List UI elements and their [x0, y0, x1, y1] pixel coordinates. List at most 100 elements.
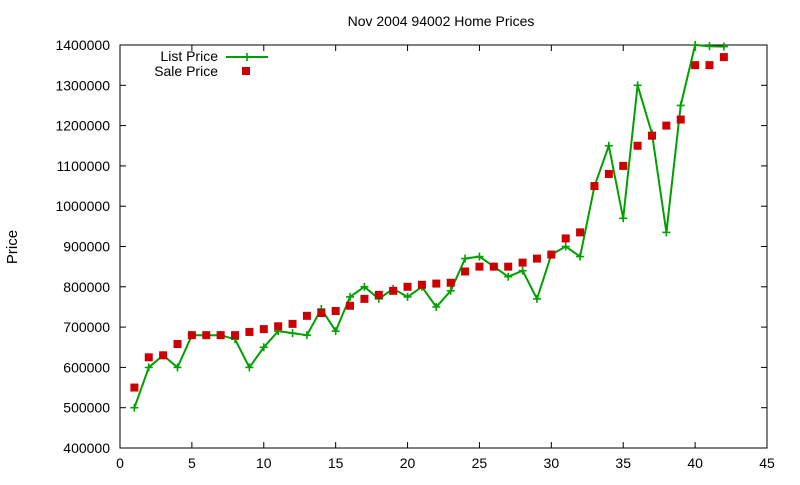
sale-price-point	[144, 353, 153, 362]
sale-price-point	[633, 141, 642, 150]
list-price-point	[130, 403, 139, 412]
sale-price-point	[719, 53, 728, 62]
sale-price-point	[360, 294, 369, 303]
sale-price-point	[489, 262, 498, 271]
list-price-point	[331, 327, 340, 336]
list-price-point	[259, 343, 268, 352]
legend: List Price Sale Price	[154, 48, 268, 79]
sale-price-point	[374, 290, 383, 299]
x-tick-label: 35	[615, 455, 631, 471]
sale-price-point	[173, 340, 182, 349]
sale-price-point	[461, 267, 470, 276]
x-tick-label: 0	[116, 455, 124, 471]
list-price-point	[446, 286, 455, 295]
list-price-point	[691, 41, 700, 49]
y-tick-label: 1400000	[55, 37, 110, 53]
sale-price-point	[432, 279, 441, 288]
sale-price-point	[561, 234, 570, 243]
sale-price-point	[547, 250, 556, 259]
sale-price-point	[259, 325, 268, 334]
sale-price-point	[187, 331, 196, 340]
list-price-point	[461, 254, 470, 263]
list-price-point	[475, 252, 484, 261]
y-tick-label: 1000000	[55, 198, 110, 214]
sale-price-point	[346, 301, 355, 310]
sale-price-point	[231, 331, 240, 340]
legend-marker-list-price	[243, 53, 251, 61]
sale-price-point	[604, 169, 613, 178]
sale-price-point	[691, 61, 700, 70]
list-price-line	[133, 43, 724, 409]
sale-price-point	[403, 282, 412, 291]
y-tick-label: 1300000	[55, 77, 110, 93]
sale-price-point	[647, 131, 656, 140]
sale-price-point	[662, 121, 671, 130]
sale-price-point	[389, 286, 398, 295]
sale-price-point	[676, 115, 685, 124]
list-price-point	[705, 42, 714, 51]
sale-price-point	[475, 262, 484, 271]
x-tick-label: 5	[188, 455, 196, 471]
y-tick-label: 600000	[63, 359, 110, 375]
list-price-point	[245, 363, 254, 372]
list-price-point	[432, 302, 441, 311]
list-price-point	[144, 363, 153, 372]
y-tick-label: 1200000	[55, 118, 110, 134]
list-price-point	[576, 252, 585, 261]
plot-frame	[119, 44, 768, 449]
list-price-point	[719, 42, 728, 51]
sale-price-point	[245, 327, 254, 336]
list-price-point	[676, 101, 685, 110]
list-price-point	[346, 292, 355, 301]
list-price-point	[633, 81, 642, 90]
x-tick-label: 25	[472, 455, 488, 471]
sale-price-point	[288, 319, 297, 328]
sale-price-point	[590, 182, 599, 191]
series-layer	[130, 41, 728, 412]
sale-price-point	[417, 280, 426, 289]
list-price-point	[561, 242, 570, 251]
sale-price-point	[302, 311, 311, 320]
sale-price-point	[446, 278, 455, 287]
sale-price-point	[317, 308, 326, 317]
list-price-point	[302, 331, 311, 340]
x-tick-label: 30	[544, 455, 560, 471]
sale-price-point	[331, 306, 340, 315]
x-tick-label: 20	[400, 455, 416, 471]
legend-label-sale-price: Sale Price	[154, 63, 218, 79]
list-price-point	[403, 292, 412, 301]
legend-marker-sale-price	[242, 67, 250, 75]
sale-price-point	[159, 351, 168, 360]
list-price-point	[288, 329, 297, 338]
list-price-point	[619, 214, 628, 223]
list-price-point	[360, 282, 369, 291]
x-tick-label: 10	[256, 455, 272, 471]
y-tick-label: 1100000	[57, 158, 111, 174]
y-tick-label: 500000	[63, 400, 110, 416]
list-price-point	[504, 272, 513, 281]
legend-label-list-price: List Price	[160, 48, 218, 64]
y-tick-label: 800000	[63, 279, 110, 295]
x-tick-label: 45	[759, 455, 775, 471]
y-tick-label: 400000	[63, 440, 110, 456]
sale-price-point	[619, 161, 628, 170]
sale-price-point	[532, 254, 541, 263]
sale-price-point	[202, 331, 211, 340]
y-tick-label: 900000	[63, 239, 110, 255]
list-price-point	[173, 363, 182, 372]
sale-price-point	[274, 322, 283, 331]
x-tick-label: 15	[328, 455, 344, 471]
sale-price-point	[705, 61, 714, 70]
y-axis-label: Price	[4, 230, 21, 264]
sale-price-point	[518, 258, 527, 267]
y-tick-label: 700000	[63, 319, 110, 335]
ticks-layer: 0 5 10 15 20 25 30 35 40 45 400000 500000 600000 7000…	[55, 37, 775, 471]
list-price-point	[604, 141, 613, 150]
sale-price-point	[504, 262, 513, 271]
list-price-point	[662, 228, 671, 237]
list-price-point	[532, 294, 541, 303]
chart-title: Nov 2004 94002 Home Prices	[348, 13, 535, 29]
sale-price-point	[576, 228, 585, 237]
sale-price-point	[216, 331, 225, 340]
